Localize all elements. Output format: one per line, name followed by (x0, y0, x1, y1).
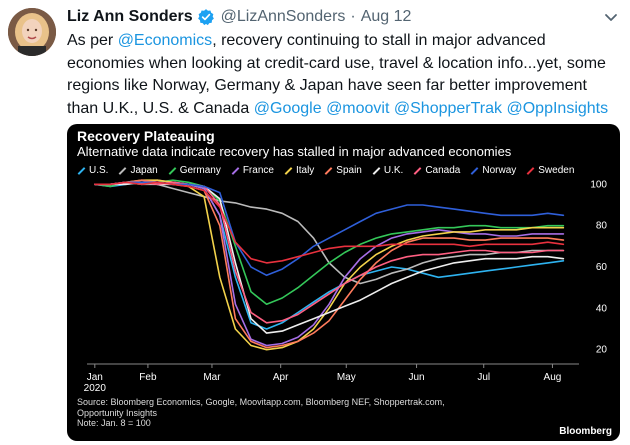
source-note: Note: Jan. 8 = 100 (77, 418, 151, 428)
chart-subtitle: Alternative data indicate recovery has s… (77, 144, 512, 159)
series-line-uk (94, 181, 565, 334)
legend-swatch (413, 166, 422, 175)
mention-link[interactable]: @moovit (326, 99, 390, 117)
legend-item: Spain (324, 165, 362, 176)
series-line-norway (94, 181, 565, 277)
chart-card[interactable]: Jan 2020 Feb Mar Apr May Jun Jul Aug 20 40 60 80 100 … (67, 124, 620, 441)
legend-label: Germany (179, 165, 221, 176)
chart-legend: U.S. Japan Germany France Italy Spain U.K. Cana… (77, 165, 584, 176)
legend-item: Germany (168, 165, 221, 176)
x-tick-label: Jun (408, 372, 424, 383)
legend-item: Japan (118, 165, 158, 176)
legend-label: Italy (295, 165, 315, 176)
x-tick-label: Apr (273, 372, 289, 383)
legend-item: U.S. (77, 165, 108, 176)
tweet-text: As per @Economics, recovery continuing t… (67, 30, 617, 120)
legend-item: Canada (413, 165, 460, 176)
x-tick-label: Jul (477, 372, 490, 383)
x-tick-label: Feb (139, 372, 157, 383)
legend-item: France (231, 165, 274, 176)
mention-link[interactable]: @Google (253, 99, 322, 117)
legend-item: Italy (284, 165, 314, 176)
series-line-italy (94, 179, 565, 351)
legend-item: U.K. (372, 165, 403, 176)
legend-label: Spain (336, 165, 362, 176)
legend-swatch (526, 166, 535, 175)
x-tick-label: Aug (544, 372, 562, 383)
legend-swatch (77, 166, 86, 175)
avatar-image (8, 8, 56, 56)
legend-label: Norway (482, 165, 517, 176)
legend-label: Japan (130, 165, 158, 176)
legend-swatch (119, 166, 127, 175)
y-tick-label: 20 (596, 345, 608, 356)
legend-label: U.K. (383, 165, 404, 176)
legend-label: U.S. (89, 165, 109, 176)
y-tick-label: 60 (596, 262, 608, 273)
legend-label: Sweden (538, 165, 575, 176)
chart-title: Recovery Plateauing (77, 128, 215, 144)
tweet-text-segment: As per (67, 32, 118, 49)
legend-swatch (284, 166, 293, 175)
legend-swatch (168, 166, 177, 175)
verified-badge-icon (197, 8, 215, 26)
author-handle[interactable]: @LizAnnSonders (220, 8, 346, 25)
header-separator: · (350, 8, 356, 25)
avatar[interactable] (8, 8, 56, 56)
legend-label: Canada (425, 165, 461, 176)
y-tick-label: 80 (596, 221, 608, 232)
legend-label: France (242, 165, 274, 176)
chevron-down-icon[interactable] (602, 8, 620, 26)
x-tick-label: Mar (203, 372, 221, 383)
chart-source: Source: Bloomberg Economics, Google, Moo… (77, 397, 517, 429)
author-name[interactable]: Liz Ann Sonders (67, 8, 193, 25)
y-tick-label: 40 (596, 303, 608, 314)
tweet-text-segment: , recovery continuing to stall in major … (67, 32, 606, 117)
mention-link[interactable]: @ShopperTrak (393, 99, 503, 117)
legend-swatch (231, 166, 240, 175)
series-line-germany (94, 179, 565, 305)
legend-item: Sweden (526, 165, 574, 176)
series-line-canada (94, 181, 565, 324)
tweet-date[interactable]: Aug 12 (360, 8, 412, 25)
mention-link[interactable]: @OppInsights (506, 99, 609, 117)
mention-link[interactable]: @Economics (117, 32, 213, 49)
series-line-japan (94, 181, 565, 285)
legend-swatch (470, 166, 479, 175)
series-line-sweden (94, 181, 565, 264)
y-tick-label: 100 (590, 179, 607, 190)
legend-swatch (324, 166, 333, 175)
bloomberg-logo: Bloomberg (559, 426, 612, 437)
x-tick-sublabel: 2020 (84, 383, 107, 394)
source-line: Opportunity Insights (77, 407, 158, 418)
legend-item: Norway (470, 165, 516, 176)
source-line: Source: Bloomberg Economics, Google, Moo… (77, 397, 445, 407)
x-tick-label: May (337, 372, 356, 383)
tweet-header: Liz Ann Sonders @LizAnnSonders · Aug 12 (67, 6, 411, 28)
legend-swatch (372, 166, 381, 175)
x-tick-label: Jan (87, 372, 103, 383)
